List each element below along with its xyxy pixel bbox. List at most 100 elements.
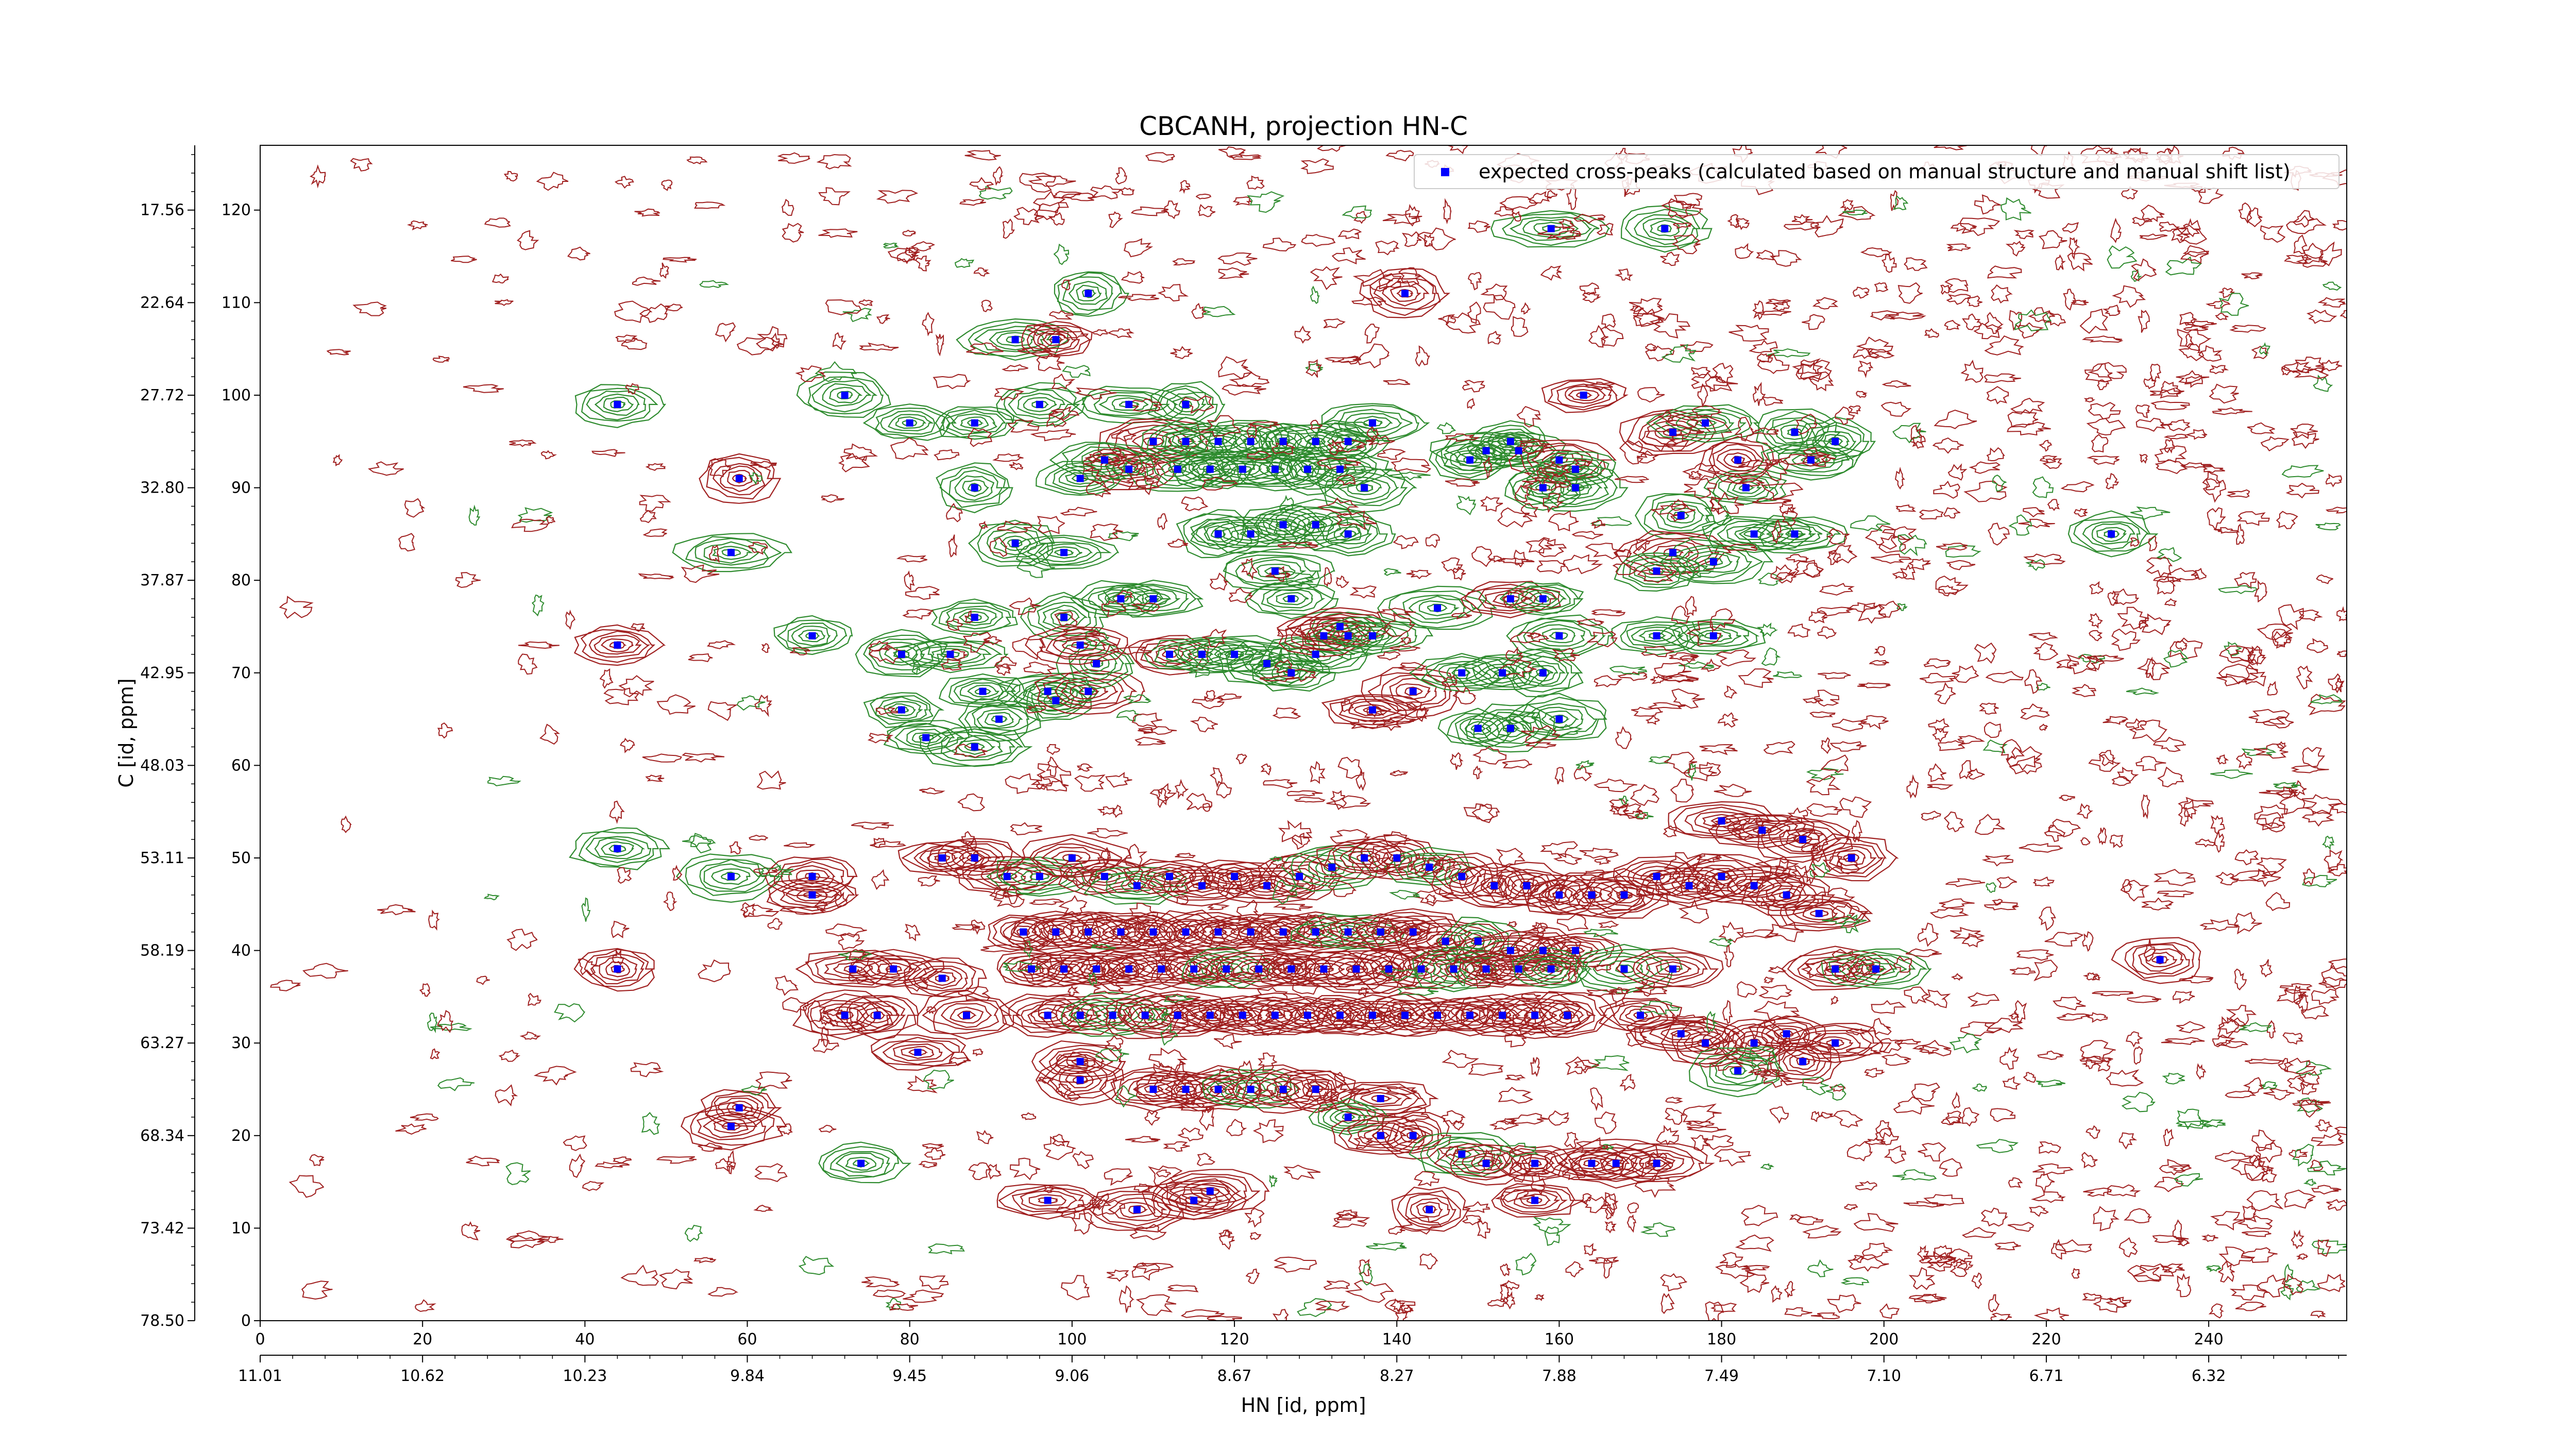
- noise-contour: [1397, 1217, 1443, 1235]
- noise-contour: [1969, 461, 2001, 474]
- noise-contour: [1961, 1227, 1996, 1238]
- noise-contour: [2008, 514, 2032, 536]
- noise-contour: [694, 201, 726, 209]
- noise-contour: [2010, 397, 2045, 414]
- peak-marker: [1564, 1012, 1571, 1019]
- noise-contour: [1988, 1294, 2000, 1312]
- noise-contour: [951, 924, 980, 931]
- peak-marker: [1352, 965, 1360, 973]
- noise-contour: [1705, 1038, 1744, 1056]
- peak-contour: [773, 615, 853, 655]
- noise-contour: [2139, 453, 2148, 464]
- noise-contour: [1090, 185, 1122, 199]
- peak-marker: [971, 743, 978, 751]
- noise-contour: [1503, 589, 1532, 608]
- noise-contour: [1828, 545, 1858, 564]
- noise-contour: [1553, 853, 1582, 865]
- noise-contour: [1515, 1252, 1537, 1276]
- noise-contour: [2302, 747, 2326, 767]
- noise-contour: [1272, 1309, 1289, 1321]
- noise-contour: [777, 152, 810, 164]
- noise-contour: [1547, 190, 1558, 199]
- noise-contour: [1176, 896, 1189, 905]
- noise-contour: [1761, 647, 1781, 666]
- noise-contour: [1217, 252, 1258, 266]
- noise-contour: [2225, 1090, 2257, 1098]
- x-ppm-axis: 11.01 10.62 10.23 9.84 9.45 9.06 8.67 8.27 7.88 7…: [238, 1355, 2347, 1385]
- noise-contour: [1579, 282, 1600, 295]
- noise-contour: [1126, 469, 1155, 491]
- noise-contour: [663, 257, 697, 263]
- noise-contour: [686, 156, 708, 165]
- noise-contour: [1645, 715, 1660, 725]
- noise-contour: [519, 1031, 541, 1040]
- peak-marker: [1393, 854, 1401, 862]
- noise-contour: [1944, 278, 1969, 293]
- noise-contour: [1021, 1112, 1037, 1120]
- peak-marker: [1141, 1012, 1149, 1019]
- noise-contour: [1377, 448, 1406, 460]
- noise-contour: [1228, 154, 1262, 160]
- peak-marker: [808, 632, 816, 639]
- noise-contour: [1125, 1136, 1161, 1143]
- peak-marker: [1312, 437, 1319, 445]
- peak-marker: [1198, 650, 1206, 658]
- noise-contour: [1316, 457, 1361, 469]
- noise-contour: [1377, 608, 1416, 617]
- noise-contour: [1884, 1145, 1907, 1164]
- noise-contour: [1795, 413, 1818, 435]
- noise-contour: [1136, 1294, 1177, 1316]
- noise-contour: [2260, 436, 2290, 452]
- peak-marker: [1506, 595, 1514, 603]
- noise-contour: [1498, 1087, 1534, 1104]
- noise-contour: [1648, 755, 1671, 764]
- noise-contour: [1521, 725, 1561, 744]
- noise-contour: [2210, 1210, 2244, 1231]
- y-ppm-tick-label: 27.72: [140, 386, 184, 405]
- noise-contour: [1676, 564, 1715, 579]
- noise-contour: [890, 437, 929, 460]
- noise-contour: [1877, 600, 1902, 618]
- peak-marker: [1076, 641, 1084, 649]
- peak-marker: [1742, 484, 1750, 492]
- noise-contour: [1763, 740, 1795, 755]
- noise-contour: [945, 502, 963, 523]
- noise-contour: [1500, 1142, 1539, 1157]
- noise-contour: [1709, 497, 1723, 515]
- noise-contour: [1398, 662, 1427, 671]
- noise-contour: [2183, 325, 2209, 331]
- x-ppm-tick-label: 10.62: [400, 1367, 445, 1385]
- peak-marker: [1515, 447, 1522, 454]
- noise-contour: [2199, 919, 2239, 932]
- peak-marker: [1076, 1076, 1084, 1084]
- noise-contour: [1335, 439, 1367, 453]
- noise-contour: [1526, 742, 1557, 748]
- noise-contour: [2209, 383, 2239, 404]
- noise-contour: [463, 384, 504, 393]
- noise-contour: [1452, 566, 1466, 581]
- noise-contour: [1306, 359, 1323, 378]
- noise-contour: [2175, 225, 2208, 245]
- noise-contour: [1594, 857, 1611, 865]
- peak-marker: [1052, 697, 1060, 704]
- noise-contour: [708, 458, 732, 477]
- noise-contour: [2315, 523, 2341, 531]
- peak-contour: [1601, 1143, 1715, 1183]
- noise-contour: [2178, 807, 2191, 827]
- noise-contour: [1699, 744, 1738, 755]
- noise-contour: [1262, 238, 1297, 251]
- noise-contour: [994, 387, 1025, 401]
- noise-contour: [1853, 1212, 1899, 1232]
- noise-contour: [767, 917, 783, 930]
- peak-marker: [1588, 891, 1596, 899]
- noise-contour: [954, 258, 975, 268]
- noise-contour: [2042, 312, 2066, 327]
- noise-contour: [682, 835, 712, 848]
- noise-contour: [2301, 1005, 2330, 1020]
- noise-contour: [2218, 1246, 2256, 1267]
- noise-contour: [2079, 308, 2108, 334]
- noise-contour: [1809, 371, 1834, 392]
- noise-contour: [1375, 917, 1395, 938]
- noise-contour: [508, 1230, 551, 1242]
- noise-contour: [1002, 961, 1042, 972]
